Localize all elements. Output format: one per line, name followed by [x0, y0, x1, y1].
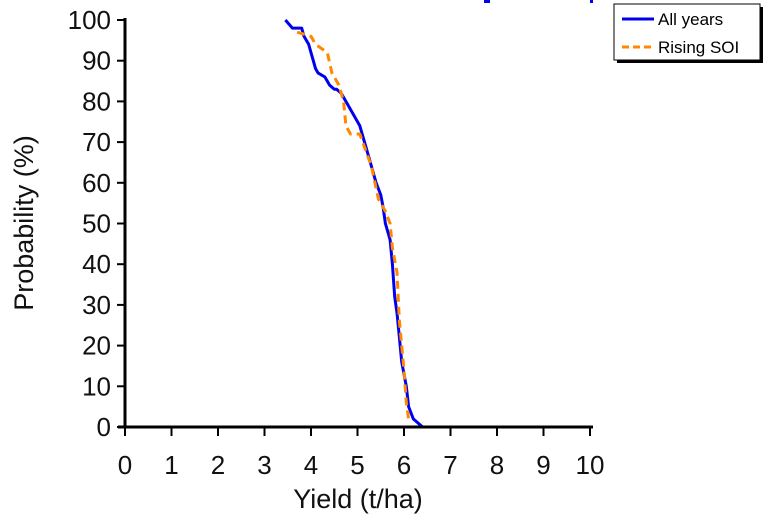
legend: All years Rising SOI [613, 3, 763, 63]
x-tick-label: 6 [397, 450, 411, 480]
y-tick-label: 100 [68, 5, 111, 35]
y-axis-ticks: 0 10 20 30 40 50 60 70 80 90 100 [68, 5, 125, 442]
y-tick-label: 40 [82, 249, 111, 279]
y-tick-label: 70 [82, 127, 111, 157]
x-tick-label: 9 [536, 450, 550, 480]
y-tick-label: 90 [82, 46, 111, 76]
y-tick-label: 50 [82, 209, 111, 239]
series-layer [284, 19, 424, 429]
y-tick-label: 20 [82, 331, 111, 361]
series-line-all-years [284, 19, 424, 429]
x-tick-label: 3 [257, 450, 271, 480]
y-tick-label: 60 [82, 168, 111, 198]
x-tick-label: 8 [490, 450, 504, 480]
y-tick-label: 0 [97, 412, 111, 442]
legend-label-rising-soi: Rising SOI [658, 38, 739, 57]
legend-box [613, 3, 761, 61]
x-tick-label: 5 [350, 450, 364, 480]
legend-label-all-years: All years [658, 10, 723, 29]
y-axis-label: Probability (%) [9, 135, 39, 311]
x-tick-label: 2 [211, 450, 225, 480]
x-tick-label: 1 [164, 450, 178, 480]
title-remnant-mark [484, 0, 490, 3]
title-remnant-mark [590, 0, 593, 3]
x-tick-label: 0 [118, 450, 132, 480]
x-tick-label: 7 [443, 450, 457, 480]
x-tick-label: 4 [304, 450, 318, 480]
y-tick-label: 10 [82, 371, 111, 401]
x-tick-label: 10 [576, 450, 605, 480]
x-axis-ticks: 0 1 2 3 4 5 6 7 8 9 10 [118, 427, 605, 480]
title-remnant [484, 0, 593, 3]
y-tick-label: 80 [82, 86, 111, 116]
y-tick-label: 30 [82, 290, 111, 320]
x-axis-label: Yield (t/ha) [293, 484, 423, 514]
series-line-rising-soi [296, 30, 411, 420]
